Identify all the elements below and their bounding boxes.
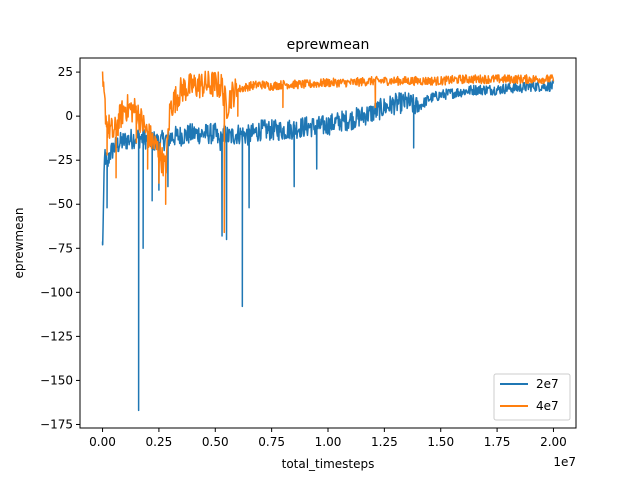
x-tick-label: 2.00 [540, 435, 567, 449]
legend-label-2e7: 2e7 [536, 377, 559, 391]
x-tick-label: 0.25 [146, 435, 173, 449]
x-tick-label: 1.50 [427, 435, 454, 449]
y-axis-ticks: 25 0 −25 −50 −75 −100 −125 −150 −175 [40, 65, 80, 431]
y-tick-label: −25 [48, 153, 73, 167]
y-tick-label: −50 [48, 197, 73, 211]
x-tick-label: 0.00 [89, 435, 116, 449]
y-axis-label: eprewmean [12, 208, 26, 279]
x-axis-offset-text: 1e7 [553, 455, 576, 469]
y-tick-label: 25 [58, 65, 73, 79]
x-axis-ticks: 0.00 0.25 0.50 0.75 1.00 1.25 1.50 1.75 2.00 [89, 428, 567, 449]
legend-box [493, 373, 571, 421]
x-tick-label: 0.50 [202, 435, 229, 449]
x-axis-label: total_timesteps [282, 457, 375, 471]
y-tick-label: −125 [40, 329, 73, 343]
y-tick-label: −175 [40, 417, 73, 431]
series-line-2e7 [101, 80, 555, 412]
y-tick-label: 0 [65, 109, 73, 123]
y-tick-label: −150 [40, 373, 73, 387]
legend-label-4e7: 4e7 [536, 399, 559, 413]
x-tick-label: 1.00 [315, 435, 342, 449]
x-tick-label: 1.75 [484, 435, 511, 449]
series-layer [101, 70, 555, 412]
series-line-4e7 [101, 70, 555, 234]
x-tick-label: 1.25 [371, 435, 398, 449]
y-tick-label: −100 [40, 285, 73, 299]
legend: 2e7 4e7 [493, 373, 571, 421]
chart-title: eprewmean [287, 37, 370, 53]
x-tick-label: 0.75 [258, 435, 285, 449]
y-tick-label: −75 [48, 241, 73, 255]
